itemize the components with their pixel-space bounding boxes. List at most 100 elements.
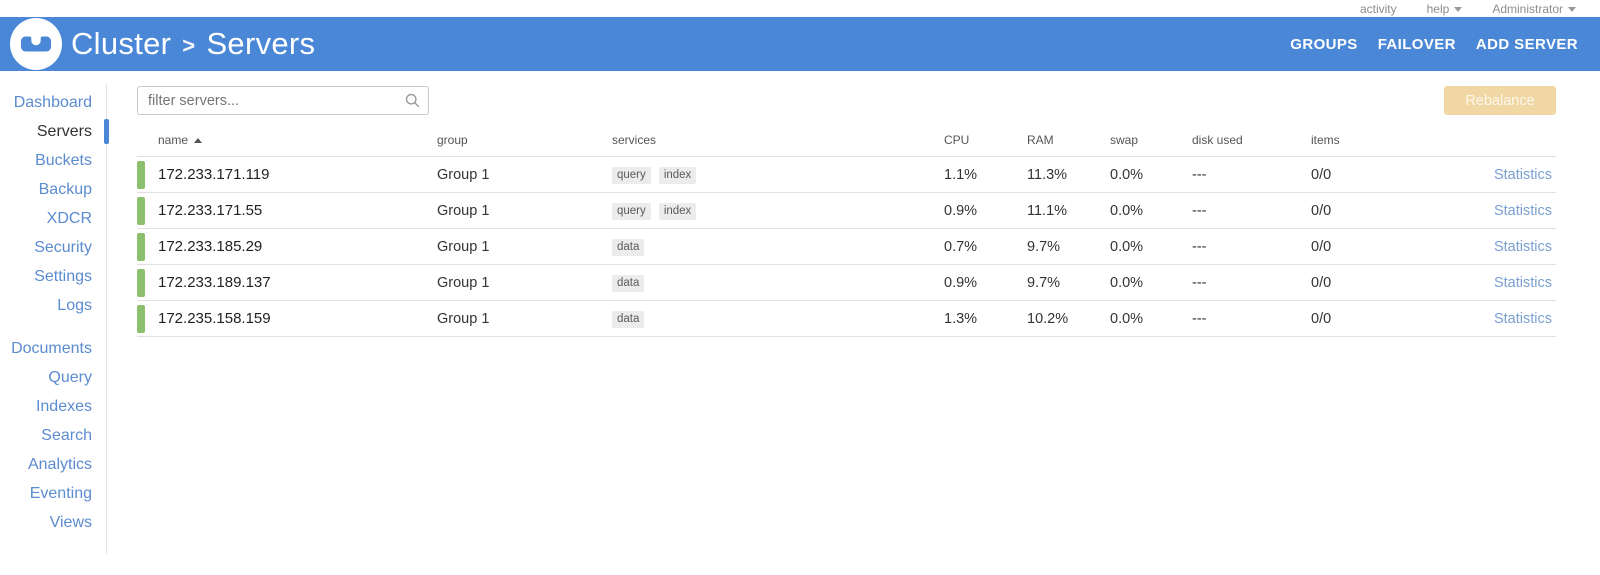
filter-servers-input[interactable] <box>137 86 429 115</box>
page-body: Dashboard Servers Buckets Backup XDCR Se… <box>0 71 1600 575</box>
server-name: 172.233.189.137 <box>158 274 271 291</box>
server-disk-used: --- <box>1192 166 1207 183</box>
chevron-down-icon <box>1568 6 1576 12</box>
statistics-link[interactable]: Statistics <box>1493 238 1552 255</box>
header-action-button[interactable]: FAILOVER <box>1377 35 1456 53</box>
servers-table: name group services CPU RAM swap disk us… <box>137 125 1556 337</box>
column-header-group[interactable]: group <box>437 133 468 147</box>
server-disk-used: --- <box>1192 310 1207 327</box>
activity-link[interactable]: activity <box>1360 2 1397 16</box>
server-row[interactable]: 172.233.171.55 Group 1 query index 0.9% <box>137 192 1556 229</box>
server-group: Group 1 <box>437 166 490 183</box>
sidebar-nav: Dashboard Servers Buckets Backup XDCR Se… <box>0 71 109 575</box>
server-health-indicator <box>137 304 145 333</box>
rebalance-button[interactable]: Rebalance <box>1444 86 1556 115</box>
column-header-disk-used[interactable]: disk used <box>1192 133 1243 147</box>
filter-field-wrap <box>137 86 429 115</box>
server-swap: 0.0% <box>1110 274 1144 291</box>
service-badge: data <box>612 238 645 256</box>
statistics-link[interactable]: Statistics <box>1493 166 1552 183</box>
server-ram: 9.7% <box>1027 274 1061 291</box>
sidebar-primary-group: Dashboard Servers Buckets Backup XDCR Se… <box>0 88 109 320</box>
column-header-name[interactable]: name <box>137 125 437 157</box>
server-items: 0/0 <box>1311 238 1332 255</box>
statistics-link[interactable]: Statistics <box>1493 202 1552 219</box>
sidebar-item[interactable]: XDCR <box>46 210 92 227</box>
sidebar-item[interactable]: Logs <box>57 297 92 314</box>
column-header-ram[interactable]: RAM <box>1027 133 1054 147</box>
app-header: Cluster > Servers GROUPS FAILOVER ADD SE… <box>0 17 1600 71</box>
sidebar-item[interactable]: Settings <box>34 268 92 285</box>
server-row[interactable]: 172.233.171.119 Group 1 query index 1.1% <box>137 156 1556 193</box>
server-items: 0/0 <box>1311 166 1332 183</box>
statistics-link[interactable]: Statistics <box>1493 310 1552 327</box>
server-ram: 10.2% <box>1027 310 1069 327</box>
server-services: query index <box>612 157 944 193</box>
sidebar-item[interactable]: Dashboard <box>13 94 92 111</box>
utility-bar: activity help Administrator <box>0 0 1600 17</box>
couchbase-logo-icon <box>10 18 62 70</box>
server-cpu: 0.7% <box>944 238 978 255</box>
statistics-link[interactable]: Statistics <box>1493 274 1552 291</box>
server-cpu: 0.9% <box>944 274 978 291</box>
sidebar-item[interactable]: Query <box>48 369 92 386</box>
sidebar-item[interactable]: Analytics <box>27 456 92 473</box>
sidebar-item[interactable]: Views <box>49 514 92 531</box>
server-swap: 0.0% <box>1110 166 1144 183</box>
server-cpu: 0.9% <box>944 202 978 219</box>
server-swap: 0.0% <box>1110 238 1144 255</box>
sidebar-item[interactable]: Documents <box>11 340 92 357</box>
search-icon <box>405 93 420 108</box>
sidebar-item[interactable]: Search <box>41 427 92 444</box>
breadcrumb-cluster: Cluster <box>71 26 172 61</box>
help-menu[interactable]: help <box>1427 2 1463 16</box>
server-health-indicator <box>137 160 145 189</box>
header-action-button[interactable]: GROUPS <box>1290 35 1358 53</box>
server-disk-used: --- <box>1192 274 1207 291</box>
header-actions: GROUPS FAILOVER ADD SERVER <box>1290 36 1600 53</box>
sidebar-item[interactable]: Buckets <box>35 152 92 169</box>
page-title: Servers <box>206 26 316 61</box>
server-health-indicator <box>137 268 145 297</box>
service-badge: data <box>612 274 645 292</box>
servers-toolbar: Rebalance <box>137 86 1556 115</box>
table-header-row: name group services CPU RAM swap disk us… <box>137 125 1556 157</box>
server-services: data <box>612 265 944 301</box>
column-header-swap[interactable]: swap <box>1110 133 1139 147</box>
server-disk-used: --- <box>1192 202 1207 219</box>
help-label: help <box>1426 1 1450 16</box>
server-row[interactable]: 172.233.185.29 Group 1 data 0.7% 9.7% 0.… <box>137 228 1556 265</box>
server-group: Group 1 <box>437 274 490 291</box>
user-menu[interactable]: Administrator <box>1492 2 1576 16</box>
sidebar-item[interactable]: Eventing <box>29 485 92 502</box>
service-badge: query <box>612 202 651 220</box>
server-health-indicator <box>137 196 145 225</box>
server-disk-used: --- <box>1192 238 1207 255</box>
server-swap: 0.0% <box>1110 202 1144 219</box>
server-items: 0/0 <box>1311 202 1332 219</box>
server-services: query index <box>612 193 944 229</box>
server-services: data <box>612 301 944 337</box>
sidebar-item[interactable]: Backup <box>38 181 92 198</box>
column-header-cpu[interactable]: CPU <box>944 133 970 147</box>
server-group: Group 1 <box>437 310 490 327</box>
breadcrumb-separator: > <box>182 32 196 58</box>
column-header-services[interactable]: services <box>612 133 657 147</box>
service-badge: data <box>612 310 645 328</box>
sidebar-item[interactable]: Indexes <box>35 398 92 415</box>
server-ram: 9.7% <box>1027 238 1061 255</box>
service-badge: index <box>658 166 697 184</box>
chevron-down-icon <box>1454 6 1463 12</box>
sidebar-item[interactable]: Security <box>34 239 92 256</box>
server-row[interactable]: 172.235.158.159 Group 1 data 1.3% 10.2% … <box>137 300 1556 337</box>
activity-label: activity <box>1359 1 1397 16</box>
server-group: Group 1 <box>437 238 490 255</box>
server-ram: 11.1% <box>1027 202 1068 219</box>
server-name: 172.235.158.159 <box>158 310 271 327</box>
column-header-items[interactable]: items <box>1311 133 1340 147</box>
header-action-button[interactable]: ADD SERVER <box>1475 35 1578 53</box>
column-header-statistics <box>1457 125 1556 157</box>
main-content: Rebalance name group services CPU RAM sw… <box>107 71 1600 575</box>
server-row[interactable]: 172.233.189.137 Group 1 data 0.9% 9.7% 0… <box>137 264 1556 301</box>
sidebar-item[interactable]: Servers <box>0 117 109 146</box>
